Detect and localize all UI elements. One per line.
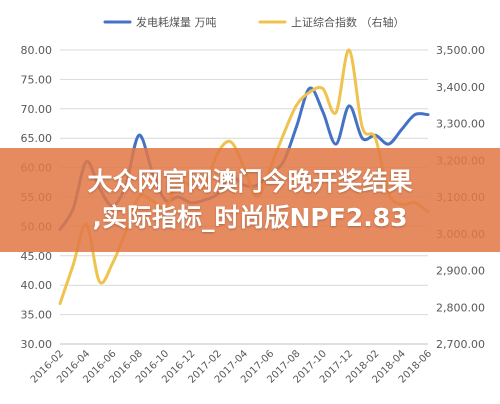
left-tick-label: 70.00 (21, 103, 53, 116)
right-tick-label: 3,500.00 (436, 44, 485, 57)
right-tick-label: 2,900.00 (436, 265, 485, 278)
banner-title-line-2: ,实际指标_时尚版NPF2.83 (92, 203, 408, 232)
right-tick-label: 3,300.00 (436, 118, 485, 131)
left-tick-label: 75.00 (21, 73, 53, 86)
left-tick-label: 65.00 (21, 132, 53, 145)
left-tick-label: 80.00 (21, 44, 53, 57)
x-axis: 2016-022016-042016-062016-082016-102016-… (29, 343, 434, 386)
left-tick-label: 30.00 (21, 338, 53, 351)
right-tick-label: 2,800.00 (436, 301, 485, 314)
legend-label-coal: 发电耗煤量 万吨 (136, 15, 217, 29)
left-tick-label: 45.00 (21, 250, 53, 263)
right-tick-label: 2,700.00 (436, 338, 485, 351)
banner-title-line-1: 大众网官网澳门今晚开奖结果 (87, 167, 413, 196)
left-tick-label: 35.00 (21, 309, 53, 322)
right-tick-label: 3,400.00 (436, 81, 485, 94)
left-tick-label: 40.00 (21, 279, 53, 292)
watermark-banner: 大众网官网澳门今晚开奖结果 ,实际指标_时尚版NPF2.83 (0, 148, 500, 252)
legend: 发电耗煤量 万吨 上证综合指数 （右轴） (103, 15, 405, 29)
legend-label-index: 上证综合指数 （右轴） (291, 15, 405, 29)
